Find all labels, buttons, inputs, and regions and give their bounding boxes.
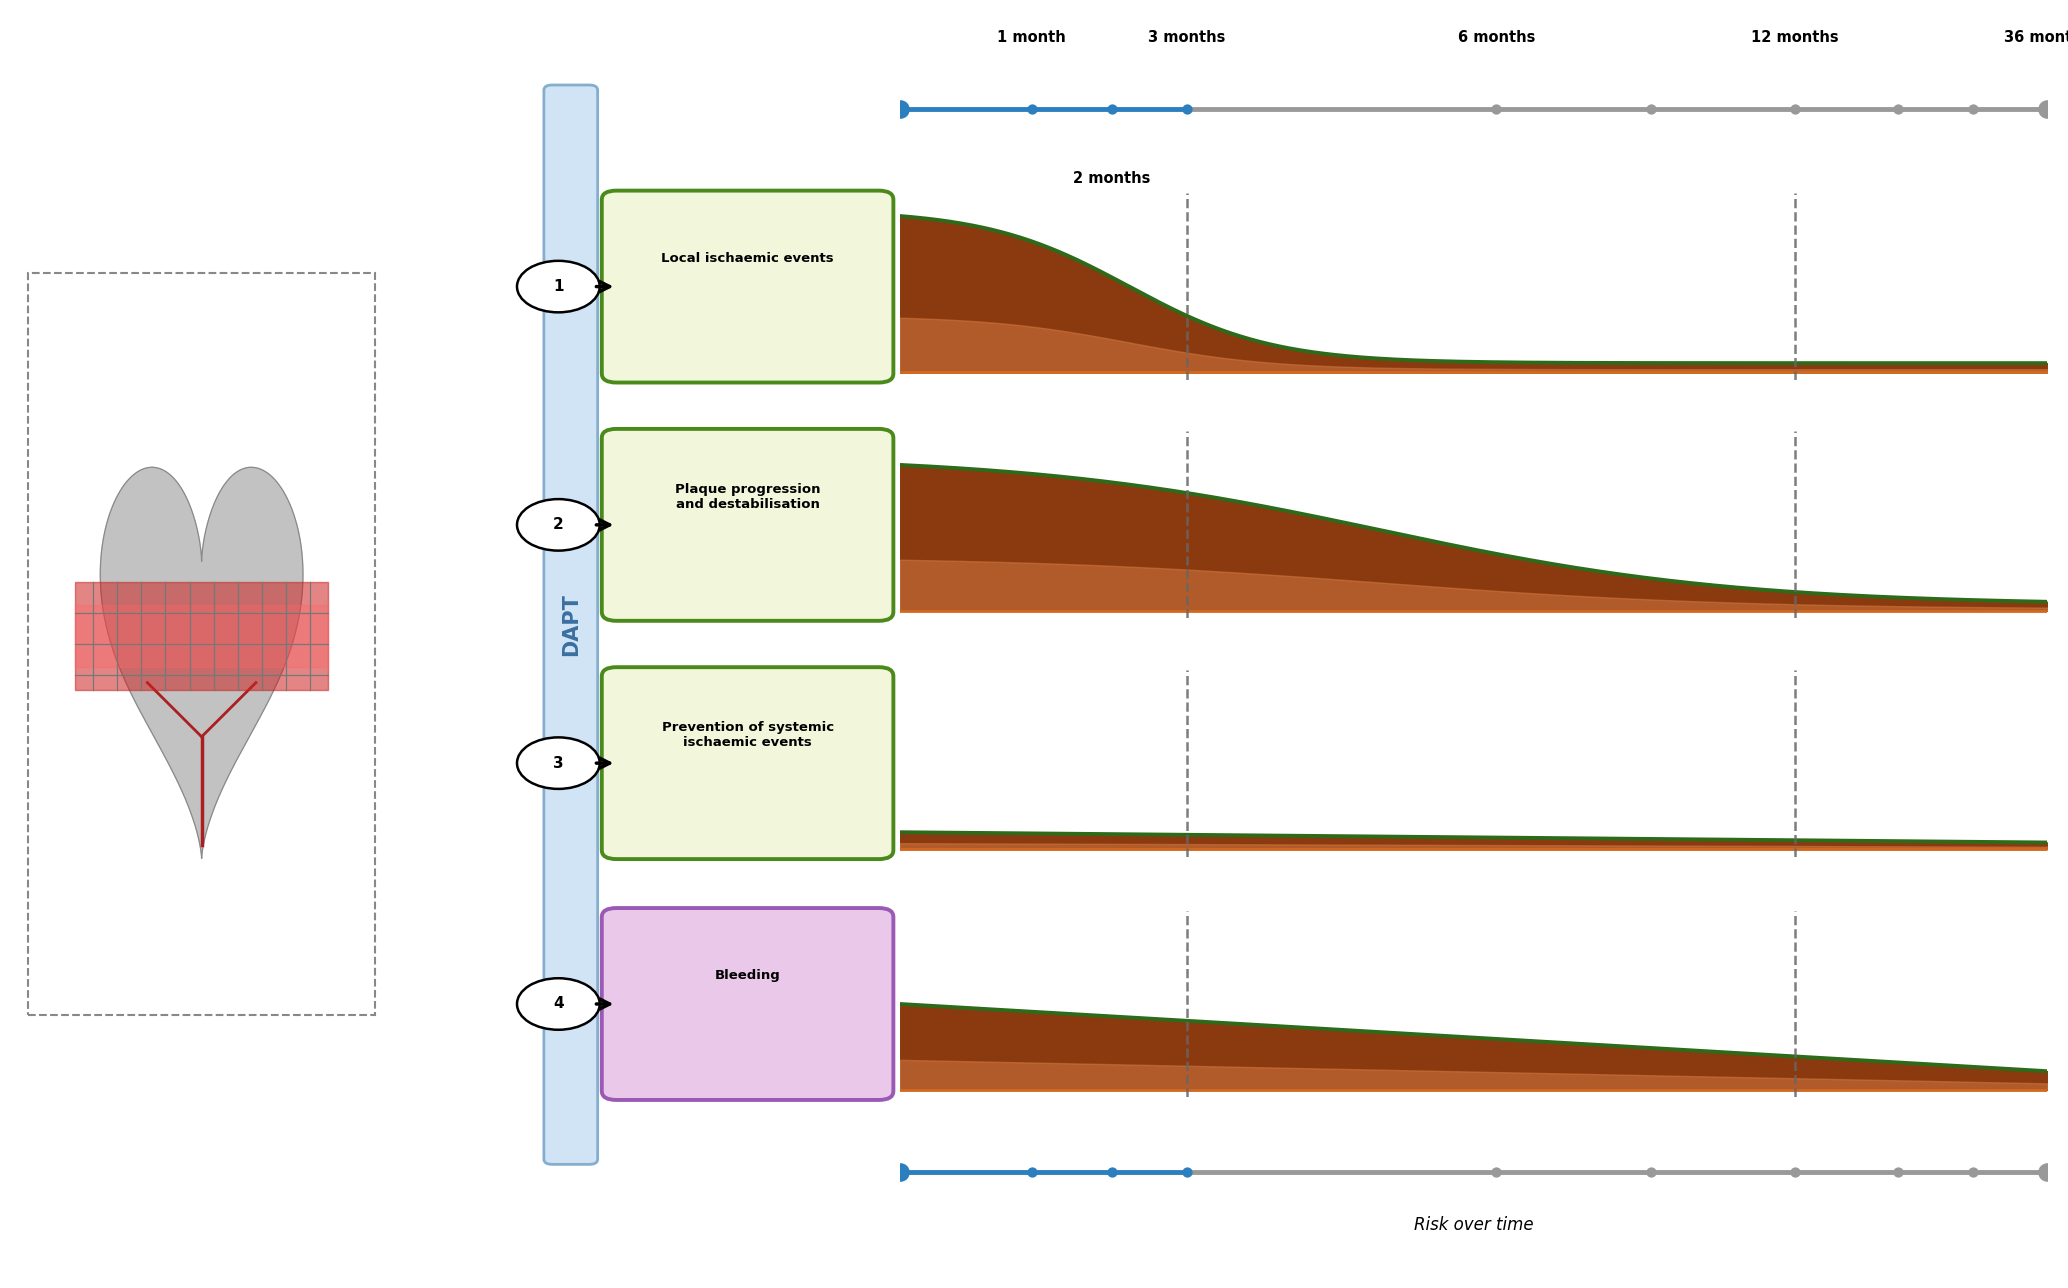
Point	[1882, 1162, 1915, 1182]
FancyBboxPatch shape	[602, 429, 893, 621]
Point	[2031, 1162, 2064, 1182]
Circle shape	[517, 737, 600, 788]
Text: 3: 3	[552, 756, 565, 770]
Point	[1778, 99, 1812, 120]
Text: 12 months: 12 months	[1752, 30, 1838, 45]
Text: 1: 1	[552, 279, 565, 294]
Point	[883, 99, 916, 120]
Point	[1015, 99, 1048, 120]
Text: DAPT: DAPT	[560, 594, 581, 656]
Point	[1015, 1162, 1048, 1182]
Text: Bleeding: Bleeding	[716, 969, 780, 983]
FancyBboxPatch shape	[602, 667, 893, 859]
Point	[1882, 99, 1915, 120]
Point	[2031, 99, 2064, 120]
FancyBboxPatch shape	[602, 908, 893, 1100]
Point	[1096, 99, 1129, 120]
FancyBboxPatch shape	[602, 191, 893, 383]
Text: Prevention of systemic
ischaemic events: Prevention of systemic ischaemic events	[662, 721, 833, 748]
Point	[883, 1162, 916, 1182]
Circle shape	[517, 260, 600, 313]
Point	[1170, 99, 1204, 120]
Point	[1170, 1162, 1204, 1182]
Text: 36 months: 36 months	[2004, 30, 2068, 45]
Point	[1481, 99, 1514, 120]
Text: Plaque progression
and destabilisation: Plaque progression and destabilisation	[674, 483, 821, 510]
Point	[1636, 1162, 1669, 1182]
Text: Risk over time: Risk over time	[1415, 1216, 1532, 1234]
Point	[1778, 1162, 1812, 1182]
Text: 4: 4	[552, 997, 565, 1011]
FancyBboxPatch shape	[544, 85, 598, 1164]
Point	[1096, 1162, 1129, 1182]
Text: Local ischaemic events: Local ischaemic events	[662, 251, 833, 265]
Circle shape	[517, 500, 600, 551]
Point	[1636, 99, 1669, 120]
Point	[1956, 99, 1989, 120]
Text: 2: 2	[552, 518, 565, 532]
Point	[1481, 1162, 1514, 1182]
Text: 3 months: 3 months	[1148, 30, 1224, 45]
Text: 6 months: 6 months	[1458, 30, 1534, 45]
Point	[1956, 1162, 1989, 1182]
Text: 2 months: 2 months	[1073, 171, 1150, 187]
Text: 1 month: 1 month	[997, 30, 1065, 45]
Polygon shape	[101, 468, 302, 858]
Circle shape	[517, 979, 600, 1030]
